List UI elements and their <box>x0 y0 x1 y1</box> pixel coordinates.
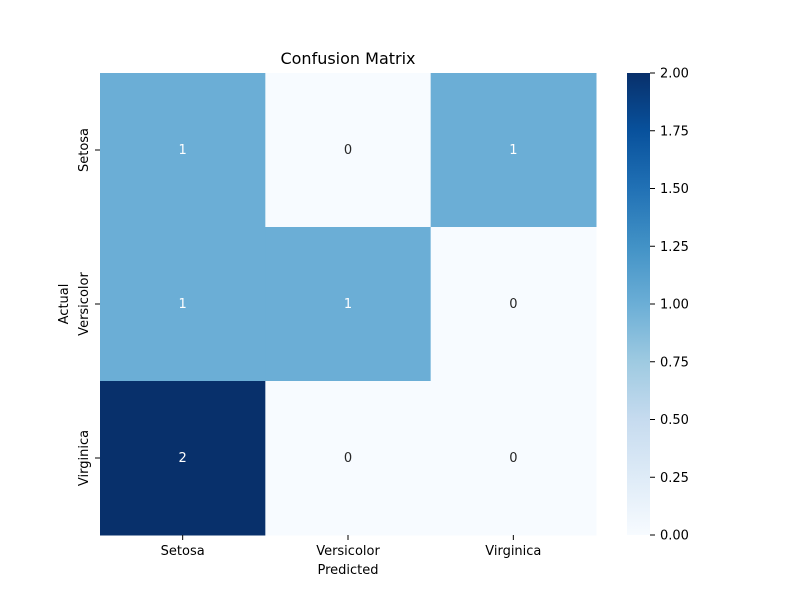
cell-value-label: 0 <box>509 451 517 466</box>
cell-value-label: 1 <box>344 297 352 312</box>
cell-value-label: 0 <box>344 143 352 158</box>
heatmap-cell <box>265 73 432 228</box>
cell-value-label: 0 <box>344 451 352 466</box>
heatmap-cell <box>265 227 432 382</box>
heatmap-cells: 1 0 1 1 1 0 2 0 0 <box>100 73 597 536</box>
x-axis-label: Predicted <box>317 563 378 578</box>
colorbar-tick-label: 1.25 <box>660 240 689 255</box>
y-axis-label: Actual <box>57 284 72 325</box>
heatmap-cell <box>430 73 597 228</box>
y-tick-label: Virginica <box>77 430 92 486</box>
heatmap-cell <box>100 73 266 228</box>
heatmap-cell <box>100 227 266 382</box>
cell-value-label: 2 <box>179 451 187 466</box>
cell-value-label: 1 <box>509 143 517 158</box>
y-tick-label: Versicolor <box>77 272 92 336</box>
y-tick-label: Setosa <box>77 128 92 172</box>
colorbar <box>627 73 650 535</box>
x-tick-label: Virginica <box>485 544 541 559</box>
colorbar-tick-label: 2.00 <box>660 67 689 82</box>
x-tick-label: Versicolor <box>316 544 380 559</box>
colorbar-tick-label: 0.00 <box>660 529 689 544</box>
heatmap-cell <box>430 227 597 382</box>
cell-value-label: 0 <box>509 297 517 312</box>
heatmap-cell <box>265 381 432 536</box>
heatmap-cell <box>100 381 266 536</box>
colorbar-ticks: 0.00 0.25 0.50 0.75 1.00 1.25 1.50 1.75 2.00 <box>650 67 689 544</box>
x-tick-label: Setosa <box>161 544 205 559</box>
heatmap-cell <box>430 381 597 536</box>
colorbar-tick-label: 0.25 <box>660 471 689 486</box>
x-axis-ticks: Setosa Versicolor Virginica <box>161 535 541 559</box>
y-axis-ticks: Setosa Versicolor Virginica <box>77 128 100 486</box>
colorbar-tick-label: 1.75 <box>660 124 689 139</box>
colorbar-tick-label: 0.50 <box>660 413 689 428</box>
colorbar-tick-label: 1.50 <box>660 182 689 197</box>
cell-value-label: 1 <box>179 297 187 312</box>
colorbar-tick-label: 0.75 <box>660 355 689 370</box>
chart-title: Confusion Matrix <box>280 49 415 68</box>
colorbar-tick-label: 1.00 <box>660 298 689 313</box>
cell-value-label: 1 <box>179 143 187 158</box>
